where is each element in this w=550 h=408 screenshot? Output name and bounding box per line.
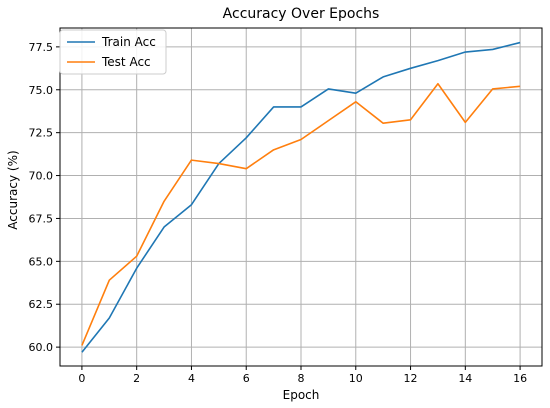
legend-label: Train Acc [101, 35, 156, 49]
series-lines [81, 41, 521, 353]
legend-box [59, 29, 167, 75]
x-axis-ticks: 0 2 4 6 8 10 12 14 16 [78, 366, 527, 385]
x-tick-label: 12 [404, 372, 418, 385]
x-tick-label: 14 [458, 372, 472, 385]
x-tick-label: 16 [513, 372, 527, 385]
y-axis-label: Accuracy (%) [6, 150, 20, 229]
y-tick-label: 67.5 [29, 212, 54, 225]
grid [60, 28, 542, 366]
x-tick-label: 8 [298, 372, 305, 385]
y-tick-label: 60.0 [29, 341, 54, 354]
x-tick-label: 2 [133, 372, 140, 385]
y-tick-label: 75.0 [29, 84, 54, 97]
y-axis-ticks: 60.0 62.5 65.0 67.5 70.0 72.5 75.0 77.5 [29, 41, 60, 354]
y-tick-label: 65.0 [29, 255, 54, 268]
legend-label: Test Acc [101, 55, 151, 69]
x-tick-label: 6 [243, 372, 250, 385]
x-tick-label: 10 [349, 372, 363, 385]
series-line-test-acc [81, 82, 521, 346]
chart-title: Accuracy Over Epochs [223, 6, 380, 22]
x-tick-label: 0 [78, 372, 85, 385]
y-tick-label: 62.5 [29, 298, 54, 311]
legend: Train Acc Test Acc [59, 29, 167, 75]
x-axis-label: Epoch [283, 388, 320, 402]
y-tick-label: 77.5 [29, 41, 54, 54]
x-tick-label: 4 [188, 372, 195, 385]
y-tick-label: 70.0 [29, 170, 54, 183]
y-tick-label: 72.5 [29, 127, 54, 140]
series-line-train-acc [81, 41, 521, 353]
